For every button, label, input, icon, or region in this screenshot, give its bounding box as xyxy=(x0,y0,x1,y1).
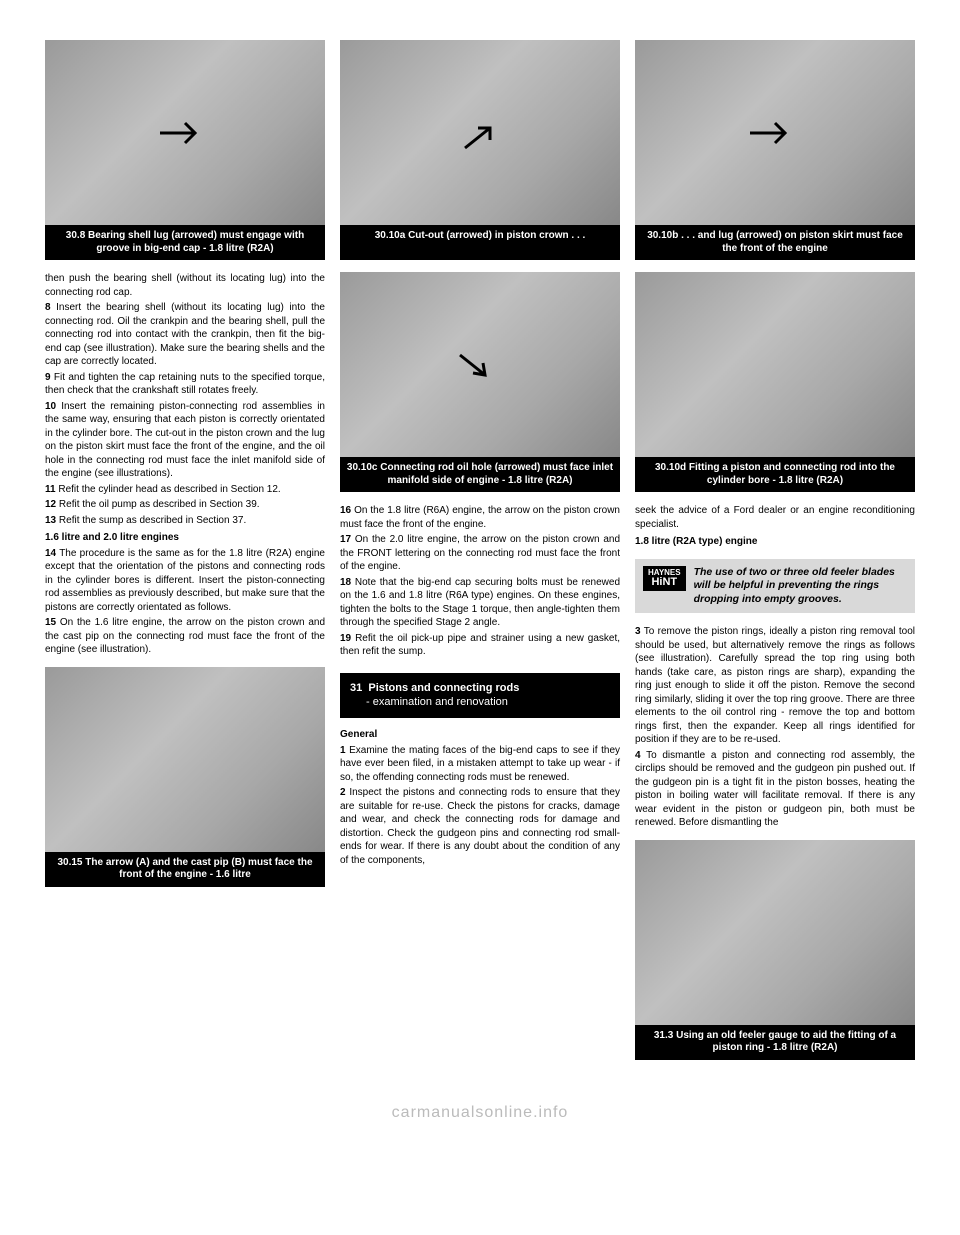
column-2: 30.10c Connecting rod oil hole (arrowed)… xyxy=(340,272,620,1072)
para-number: 2 xyxy=(340,787,346,798)
watermark-text: carmanualsonline.info xyxy=(45,1102,915,1124)
paragraph: seek the advice of a Ford dealer or an e… xyxy=(635,504,915,531)
hint-label-bottom: HiNT xyxy=(648,577,681,588)
paragraph: 15 On the 1.6 litre engine, the arrow on… xyxy=(45,616,325,657)
figure-30-15: 30.15 The arrow (A) and the cast pip (B)… xyxy=(45,667,325,887)
para-text: Refit the oil pump as described in Secti… xyxy=(59,499,260,510)
para-text: Examine the mating faces of the big-end … xyxy=(340,745,620,783)
figure-image-placeholder xyxy=(45,667,325,852)
paragraph: 3 To remove the piston rings, ideally a … xyxy=(635,625,915,747)
figure-caption: 30.10b . . . and lug (arrowed) on piston… xyxy=(635,225,915,260)
figure-image-placeholder xyxy=(45,40,325,225)
subheading-general: General xyxy=(340,728,620,742)
arrow-icon xyxy=(450,113,510,153)
figure-30-10a: 30.10a Cut-out (arrowed) in piston crown… xyxy=(340,40,620,260)
para-text: Refit the cylinder head as described in … xyxy=(58,484,280,495)
section-number: 31 xyxy=(350,682,362,694)
figure-image-placeholder xyxy=(340,40,620,225)
para-number: 1 xyxy=(340,745,346,756)
paragraph: 19 Refit the oil pick-up pipe and strain… xyxy=(340,632,620,659)
figure-image-placeholder xyxy=(635,40,915,225)
para-text: Insert the remaining piston-connecting r… xyxy=(45,401,325,480)
paragraph: then push the bearing shell (without its… xyxy=(45,272,325,299)
para-number: 14 xyxy=(45,548,56,559)
column-1: then push the bearing shell (without its… xyxy=(45,272,325,1072)
paragraph: 13 Refit the sump as described in Sectio… xyxy=(45,514,325,528)
para-text: Inspect the pistons and connecting rods … xyxy=(340,787,620,866)
para-number: 19 xyxy=(340,633,351,644)
para-text: Note that the big-end cap securing bolts… xyxy=(340,577,620,629)
paragraph: 9 Fit and tighten the cap retaining nuts… xyxy=(45,371,325,398)
paragraph: 1 Examine the mating faces of the big-en… xyxy=(340,744,620,785)
para-number: 12 xyxy=(45,499,56,510)
para-text: To dismantle a piston and connecting rod… xyxy=(635,750,915,829)
para-number: 3 xyxy=(635,626,641,637)
para-number: 18 xyxy=(340,577,351,588)
para-text: Insert the bearing shell (without its lo… xyxy=(45,302,325,367)
paragraph: 12 Refit the oil pump as described in Se… xyxy=(45,498,325,512)
figure-30-10b: 30.10b . . . and lug (arrowed) on piston… xyxy=(635,40,915,260)
figure-30-10c: 30.10c Connecting rod oil hole (arrowed)… xyxy=(340,272,620,492)
column-3: 30.10d Fitting a piston and connecting r… xyxy=(635,272,915,1072)
para-number: 11 xyxy=(45,484,56,495)
figure-caption: 30.10c Connecting rod oil hole (arrowed)… xyxy=(340,457,620,492)
figure-row-top: 30.8 Bearing shell lug (arrowed) must en… xyxy=(45,40,915,260)
section-title: 31 Pistons and connecting rods xyxy=(350,681,610,696)
para-text: Refit the sump as described in Section 3… xyxy=(59,515,246,526)
figure-30-10d: 30.10d Fitting a piston and connecting r… xyxy=(635,272,915,492)
figure-image-placeholder xyxy=(635,272,915,457)
figure-31-3: 31.3 Using an old feeler gauge to aid th… xyxy=(635,840,915,1060)
paragraph: 18 Note that the big-end cap securing bo… xyxy=(340,576,620,630)
section-header-31: 31 Pistons and connecting rods - examina… xyxy=(340,673,620,719)
figure-image-placeholder xyxy=(635,840,915,1025)
hint-box: HAYNES HiNT The use of two or three old … xyxy=(635,559,915,614)
figure-caption: 31.3 Using an old feeler gauge to aid th… xyxy=(635,1025,915,1060)
figure-image-placeholder xyxy=(340,272,620,457)
figure-caption: 30.10a Cut-out (arrowed) in piston crown… xyxy=(340,225,620,248)
page-container: 30.8 Bearing shell lug (arrowed) must en… xyxy=(0,0,960,1174)
para-text: On the 1.8 litre (R6A) engine, the arrow… xyxy=(340,505,620,530)
subheading-16-litre: 1.6 litre and 2.0 litre engines xyxy=(45,531,325,545)
hint-text: The use of two or three old feeler blade… xyxy=(694,566,907,607)
para-number: 13 xyxy=(45,515,56,526)
para-text: On the 1.6 litre engine, the arrow on th… xyxy=(45,617,325,655)
para-number: 4 xyxy=(635,750,641,761)
para-text: On the 2.0 litre engine, the arrow on th… xyxy=(340,534,620,572)
arrow-icon xyxy=(155,113,215,153)
para-text: Fit and tighten the cap retaining nuts t… xyxy=(45,372,325,397)
paragraph: 2 Inspect the pistons and connecting rod… xyxy=(340,786,620,867)
paragraph: 10 Insert the remaining piston-connectin… xyxy=(45,400,325,481)
paragraph: 16 On the 1.8 litre (R6A) engine, the ar… xyxy=(340,504,620,531)
subheading-18-litre: 1.8 litre (R2A type) engine xyxy=(635,535,915,549)
paragraph: 17 On the 2.0 litre engine, the arrow on… xyxy=(340,533,620,574)
para-number: 16 xyxy=(340,505,351,516)
figure-caption: 30.10d Fitting a piston and connecting r… xyxy=(635,457,915,492)
paragraph: 14 The procedure is the same as for the … xyxy=(45,547,325,615)
section-subtitle: - examination and renovation xyxy=(350,695,610,710)
arrow-icon xyxy=(450,345,510,385)
para-number: 9 xyxy=(45,372,51,383)
para-number: 17 xyxy=(340,534,351,545)
haynes-hint-icon: HAYNES HiNT xyxy=(643,566,686,591)
paragraph: 8 Insert the bearing shell (without its … xyxy=(45,301,325,369)
figure-caption: 30.15 The arrow (A) and the cast pip (B)… xyxy=(45,852,325,887)
paragraph: 4 To dismantle a piston and connecting r… xyxy=(635,749,915,830)
paragraph: 11 Refit the cylinder head as described … xyxy=(45,483,325,497)
para-number: 8 xyxy=(45,302,51,313)
para-number: 10 xyxy=(45,401,56,412)
para-text: Refit the oil pick-up pipe and strainer … xyxy=(340,633,620,658)
section-name: Pistons and connecting rods xyxy=(368,682,519,694)
para-text: The procedure is the same as for the 1.8… xyxy=(45,548,325,613)
figure-caption: 30.8 Bearing shell lug (arrowed) must en… xyxy=(45,225,325,260)
arrow-icon xyxy=(745,113,805,153)
figure-30-8: 30.8 Bearing shell lug (arrowed) must en… xyxy=(45,40,325,260)
para-number: 15 xyxy=(45,617,56,628)
para-text: To remove the piston rings, ideally a pi… xyxy=(635,626,915,745)
text-columns: then push the bearing shell (without its… xyxy=(45,272,915,1072)
